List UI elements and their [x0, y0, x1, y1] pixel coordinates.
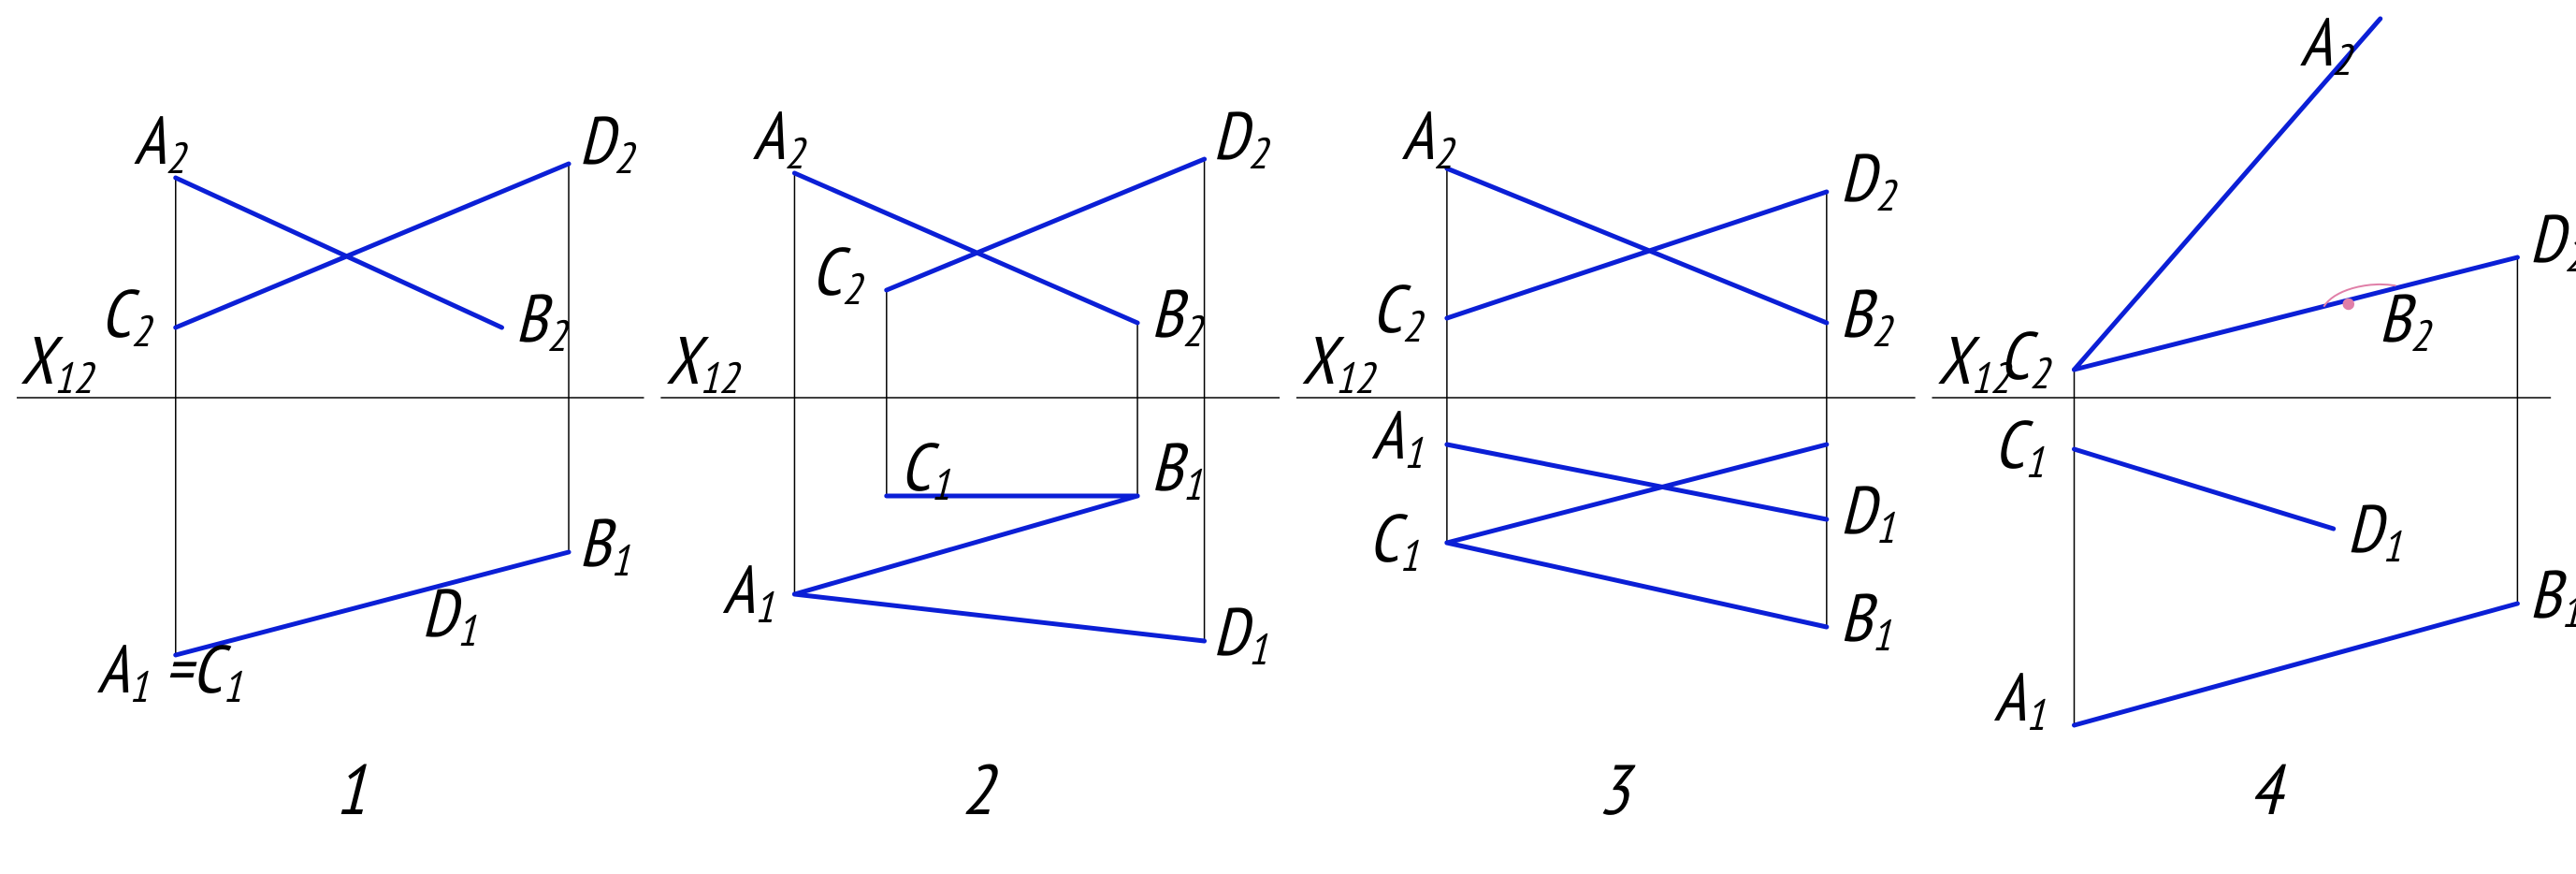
angle-dot — [2343, 299, 2355, 311]
panel-number: 2 — [962, 743, 999, 834]
label: A1 — [723, 545, 775, 634]
label: A2 — [753, 91, 808, 181]
label: D1 — [1840, 465, 1896, 555]
label: C1 — [1368, 493, 1420, 583]
label: D1 — [422, 568, 478, 658]
label: D1 — [1213, 587, 1269, 677]
label: B1 — [2529, 549, 2576, 639]
label: B2 — [515, 273, 571, 363]
label: D2 — [1213, 91, 1272, 181]
label: =C1 — [164, 624, 242, 714]
diagram-canvas: X12A2C2B2D2D1B1A1=C11X12A2C2B2D2C1B1A1D1… — [0, 0, 2576, 874]
panel-number: 3 — [1598, 743, 1636, 834]
panel-number: 1 — [335, 743, 368, 834]
label: A1 — [1994, 652, 2047, 742]
label: D2 — [2529, 194, 2576, 284]
label: A1 — [97, 624, 150, 714]
label: A2 — [2300, 0, 2355, 87]
label: C2 — [811, 226, 865, 316]
panel-number: 4 — [2250, 743, 2286, 834]
label: B1 — [579, 498, 631, 588]
label: D2 — [1840, 133, 1899, 223]
label: C2 — [100, 269, 154, 358]
label: X12 — [20, 315, 96, 405]
label: C2 — [1371, 264, 1425, 354]
label: B1 — [1151, 422, 1203, 512]
label: X12 — [666, 315, 743, 405]
label: B1 — [1840, 573, 1892, 663]
label: D1 — [2347, 484, 2403, 574]
label: B2 — [2379, 273, 2434, 363]
label: A2 — [134, 95, 189, 185]
label: B2 — [1151, 269, 1206, 358]
label: X12 — [1301, 315, 1378, 405]
label: A1 — [1371, 390, 1424, 480]
label: D2 — [579, 95, 638, 185]
label: C2 — [1999, 311, 2053, 401]
label: C1 — [900, 422, 951, 512]
label: A2 — [1402, 91, 1457, 181]
label: B2 — [1840, 269, 1895, 358]
label: C1 — [1994, 400, 2046, 489]
